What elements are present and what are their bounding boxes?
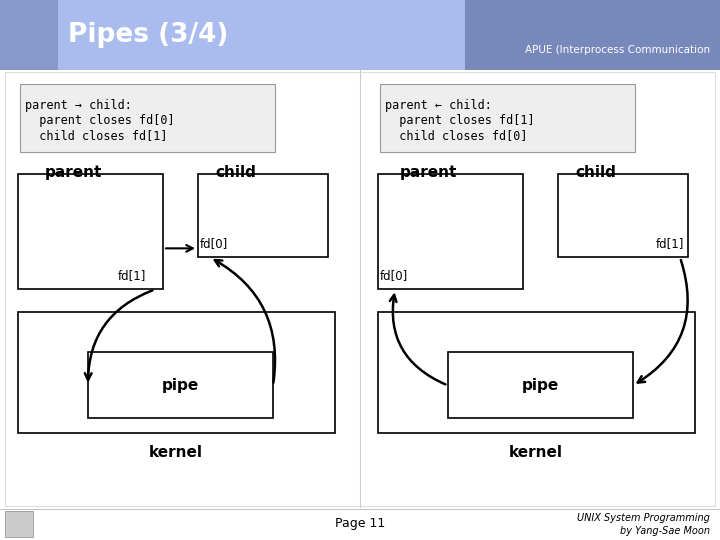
Bar xyxy=(0,0,58,70)
Text: by Yang-Sae Moon: by Yang-Sae Moon xyxy=(620,526,710,536)
Bar xyxy=(5,511,33,537)
FancyBboxPatch shape xyxy=(380,84,635,152)
Text: fd[0]: fd[0] xyxy=(380,269,408,282)
Text: child: child xyxy=(215,165,256,180)
Text: child closes fd[0]: child closes fd[0] xyxy=(385,129,528,142)
Text: kernel: kernel xyxy=(149,444,203,460)
Text: Pipes (3/4): Pipes (3/4) xyxy=(68,22,228,48)
Text: pipe: pipe xyxy=(521,378,559,393)
Text: parent closes fd[0]: parent closes fd[0] xyxy=(25,114,175,127)
Text: kernel: kernel xyxy=(509,444,563,460)
Bar xyxy=(465,0,720,70)
Text: fd[0]: fd[0] xyxy=(200,238,228,251)
FancyBboxPatch shape xyxy=(20,84,275,152)
Text: APUE (Interprocess Communication: APUE (Interprocess Communication xyxy=(525,45,710,55)
Text: parent: parent xyxy=(400,165,457,180)
Bar xyxy=(18,174,163,289)
Bar xyxy=(558,174,688,258)
Text: parent ← child:: parent ← child: xyxy=(385,99,492,112)
Bar xyxy=(18,313,335,433)
Bar xyxy=(88,353,273,417)
Text: fd[1]: fd[1] xyxy=(118,269,146,282)
Text: parent: parent xyxy=(45,165,102,180)
Text: child closes fd[1]: child closes fd[1] xyxy=(25,129,168,142)
Text: child: child xyxy=(575,165,616,180)
Text: parent → child:: parent → child: xyxy=(25,99,132,112)
Bar xyxy=(378,174,523,289)
Bar xyxy=(448,353,633,417)
Text: parent closes fd[1]: parent closes fd[1] xyxy=(385,114,535,127)
Text: UNIX System Programming: UNIX System Programming xyxy=(577,512,710,523)
Bar xyxy=(378,313,695,433)
Bar xyxy=(198,174,328,258)
Text: fd[1]: fd[1] xyxy=(656,238,684,251)
Text: Page 11: Page 11 xyxy=(335,517,385,530)
Text: pipe: pipe xyxy=(161,378,199,393)
